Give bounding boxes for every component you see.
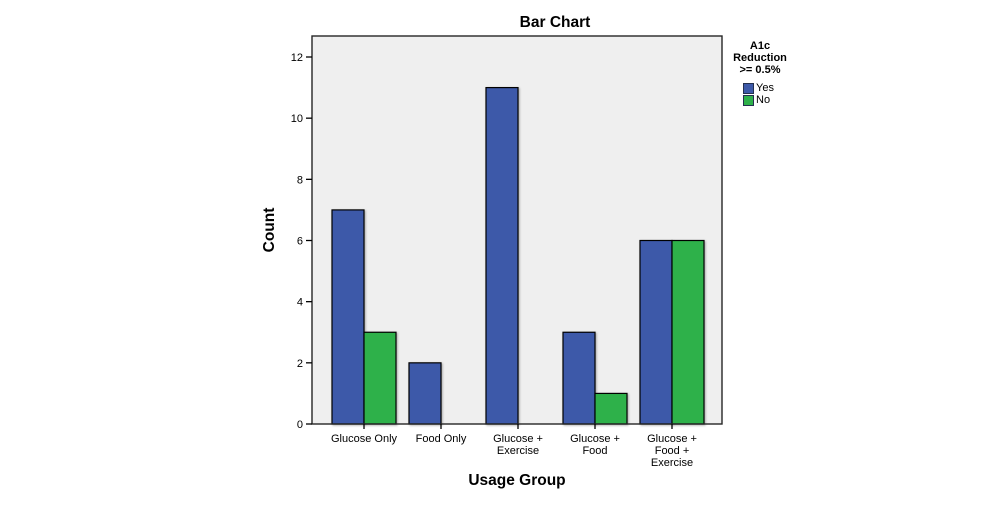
legend-title: A1c Reduction >= 0.5% xyxy=(722,40,798,76)
bar-no-1 xyxy=(363,331,397,425)
x-category-label: Glucose Only xyxy=(331,433,398,445)
legend-title-line: A1c xyxy=(749,40,771,52)
bar-no-5 xyxy=(671,239,705,425)
y-tick-label: 8 xyxy=(297,174,303,186)
y-tick-label: 4 xyxy=(297,297,303,309)
bar-yes-1 xyxy=(331,209,365,425)
legend-swatch-yes xyxy=(743,82,754,94)
y-tick-label: 2 xyxy=(297,358,303,370)
x-category-label: Glucose + Exercise xyxy=(493,433,543,457)
legend-entry-no: No xyxy=(743,94,798,106)
x-category-label: Glucose + Food + Exercise xyxy=(647,433,697,469)
legend: A1c Reduction >= 0.5% Yes No xyxy=(722,40,798,106)
bar-no-4 xyxy=(594,392,628,425)
y-tick-label: 6 xyxy=(297,236,303,248)
y-tick-label: 10 xyxy=(291,113,303,125)
chart-title: Bar Chart xyxy=(520,14,591,31)
y-tick-label: 12 xyxy=(291,52,303,64)
legend-entries: Yes No xyxy=(722,82,798,106)
x-axis-title: Usage Group xyxy=(468,472,565,489)
bar-yes-3 xyxy=(485,86,519,425)
bar-yes-4 xyxy=(562,331,596,425)
plot-generated: 0 2 4 6 8 10 12 Glucose Only Food Only Glucose + E… xyxy=(291,35,723,469)
y-tick-label: 0 xyxy=(297,419,303,431)
legend-entry-yes: Yes xyxy=(743,82,798,94)
legend-title-line: Reduction xyxy=(733,52,787,64)
bar-yes-2 xyxy=(408,362,442,425)
legend-title-line: >= 0.5% xyxy=(739,64,781,76)
plot-border xyxy=(311,35,723,425)
legend-label: Yes xyxy=(756,82,774,94)
legend-swatch-no xyxy=(743,94,754,106)
x-category-label: Glucose + Food xyxy=(570,433,620,457)
legend-label: No xyxy=(756,94,771,106)
y-axis-title: Count xyxy=(261,208,278,253)
x-category-label: Food Only xyxy=(416,433,467,445)
bar-yes-5 xyxy=(639,239,673,425)
